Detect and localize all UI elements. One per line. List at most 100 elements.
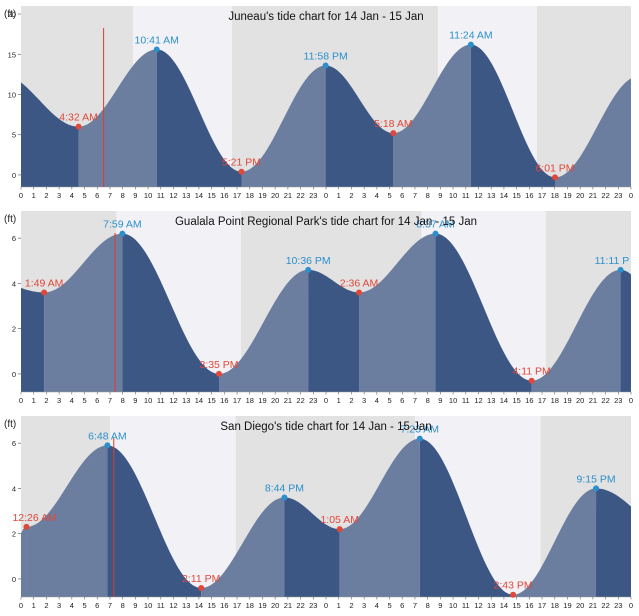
high-tide-marker — [416, 435, 423, 442]
x-tick-label: 4 — [375, 601, 379, 610]
x-tick-label: 1 — [337, 601, 341, 610]
x-tick-label: 21 — [589, 396, 597, 405]
rising-tide-area — [44, 233, 123, 392]
low-tide-marker — [198, 584, 205, 591]
x-tick-label: 17 — [233, 601, 241, 610]
x-tick-label: 5 — [82, 396, 86, 405]
y-axis-label: (ft) — [4, 419, 16, 430]
x-tick-label: 13 — [182, 191, 190, 200]
x-tick-label: 6 — [95, 601, 99, 610]
x-tick-label: 4 — [375, 191, 379, 200]
x-tick-label: 21 — [589, 191, 597, 200]
x-tick-label: 19 — [258, 191, 266, 200]
low-tide-marker — [41, 289, 48, 296]
x-tick-label: 19 — [258, 396, 266, 405]
x-tick-label: 4 — [70, 191, 74, 200]
y-tick-label: 4 — [12, 279, 16, 288]
rising-tide-area — [26, 445, 108, 597]
x-tick-label: 18 — [551, 191, 559, 200]
high-tide-label: 10:36 PM — [286, 255, 331, 267]
y-axis-label: (ft) — [4, 9, 16, 20]
x-tick-label: 22 — [296, 191, 304, 200]
x-tick-label: 7 — [108, 396, 112, 405]
x-tick-label: 20 — [271, 601, 279, 610]
falling-tide-area — [419, 438, 514, 597]
x-tick-label: 18 — [551, 601, 559, 610]
x-tick-label: 20 — [576, 601, 584, 610]
x-tick-label: 11 — [462, 601, 470, 610]
x-tick-label: 5 — [387, 396, 391, 405]
x-tick-label: 11 — [462, 191, 470, 200]
x-tick-label: 20 — [271, 191, 279, 200]
x-tick-label: 5 — [387, 601, 391, 610]
rising-tide-area — [359, 233, 436, 392]
x-tick-label: 2 — [349, 191, 353, 200]
x-tick-label: 16 — [525, 191, 533, 200]
x-tick-label: 21 — [284, 601, 292, 610]
x-tick-label: 23 — [309, 601, 317, 610]
rising-tide-area — [393, 44, 471, 187]
x-tick-label: 14 — [500, 396, 508, 405]
x-tick-label: 6 — [95, 191, 99, 200]
x-tick-label: 10 — [449, 396, 457, 405]
x-tick-label: 3 — [57, 601, 61, 610]
low-tide-label: 12:26 AM — [12, 512, 56, 524]
x-tick-label: 12 — [169, 601, 177, 610]
chart-title: San Diego's tide chart for 14 Jan - 15 J… — [220, 421, 431, 433]
x-tick-label: 19 — [258, 601, 266, 610]
x-tick-label: 1 — [32, 191, 36, 200]
x-tick-label: 15 — [207, 396, 215, 405]
x-tick-label: 7 — [108, 601, 112, 610]
x-tick-label: 8 — [121, 191, 125, 200]
x-tick-label: 12 — [169, 191, 177, 200]
x-tick-label: 11 — [462, 396, 470, 405]
low-tide-marker — [215, 370, 222, 377]
x-tick-label: 0 — [19, 396, 23, 405]
rising-tide-area — [78, 49, 157, 187]
low-tide-marker — [552, 174, 559, 181]
rising-tide-area — [241, 65, 326, 187]
x-tick-label: 13 — [487, 191, 495, 200]
x-tick-label: 21 — [284, 191, 292, 200]
falling-tide-area — [21, 287, 45, 392]
rising-tide-area — [513, 488, 597, 597]
falling-tide-area — [122, 233, 219, 392]
falling-tide-area — [325, 65, 394, 187]
high-tide-label: 7:23 AM — [401, 424, 440, 436]
y-tick-label: 20 — [8, 10, 16, 19]
chart-title: Gualala Point Regional Park's tide chart… — [175, 216, 477, 228]
high-tide-label: 11:58 PM — [304, 51, 348, 63]
x-tick-label: 2 — [44, 601, 48, 610]
x-tick-label: 18 — [246, 601, 254, 610]
x-tick-label: 4 — [70, 396, 74, 405]
x-tick-label: 8 — [426, 396, 430, 405]
rising-tide-area — [555, 78, 631, 187]
x-tick-label: 17 — [538, 191, 546, 200]
x-tick-label: 8 — [121, 601, 125, 610]
x-tick-label: 12 — [474, 601, 482, 610]
x-tick-label: 4 — [70, 601, 74, 610]
x-tick-label: 6 — [400, 191, 404, 200]
x-tick-label: 10 — [144, 191, 152, 200]
x-tick-label: 1 — [337, 191, 341, 200]
x-tick-label: 14 — [500, 191, 508, 200]
x-tick-label: 12 — [169, 396, 177, 405]
low-tide-label: 5:18 AM — [374, 118, 413, 130]
rising-tide-area — [531, 269, 621, 392]
x-tick-label: 1 — [32, 396, 36, 405]
x-tick-label: 15 — [512, 396, 520, 405]
x-tick-label: 9 — [133, 601, 137, 610]
low-tide-marker — [528, 377, 535, 384]
high-tide-label: 8:37 AM — [416, 219, 455, 231]
falling-tide-area — [470, 44, 555, 187]
high-tide-marker — [281, 494, 288, 501]
y-tick-label: 0 — [12, 575, 16, 584]
x-tick-label: 10 — [144, 601, 152, 610]
x-tick-label: 15 — [512, 191, 520, 200]
x-tick-label: 23 — [309, 396, 317, 405]
x-tick-label: 14 — [195, 396, 203, 405]
low-tide-label: 2:11 PM — [182, 573, 220, 585]
x-tick-label: 11 — [157, 191, 165, 200]
